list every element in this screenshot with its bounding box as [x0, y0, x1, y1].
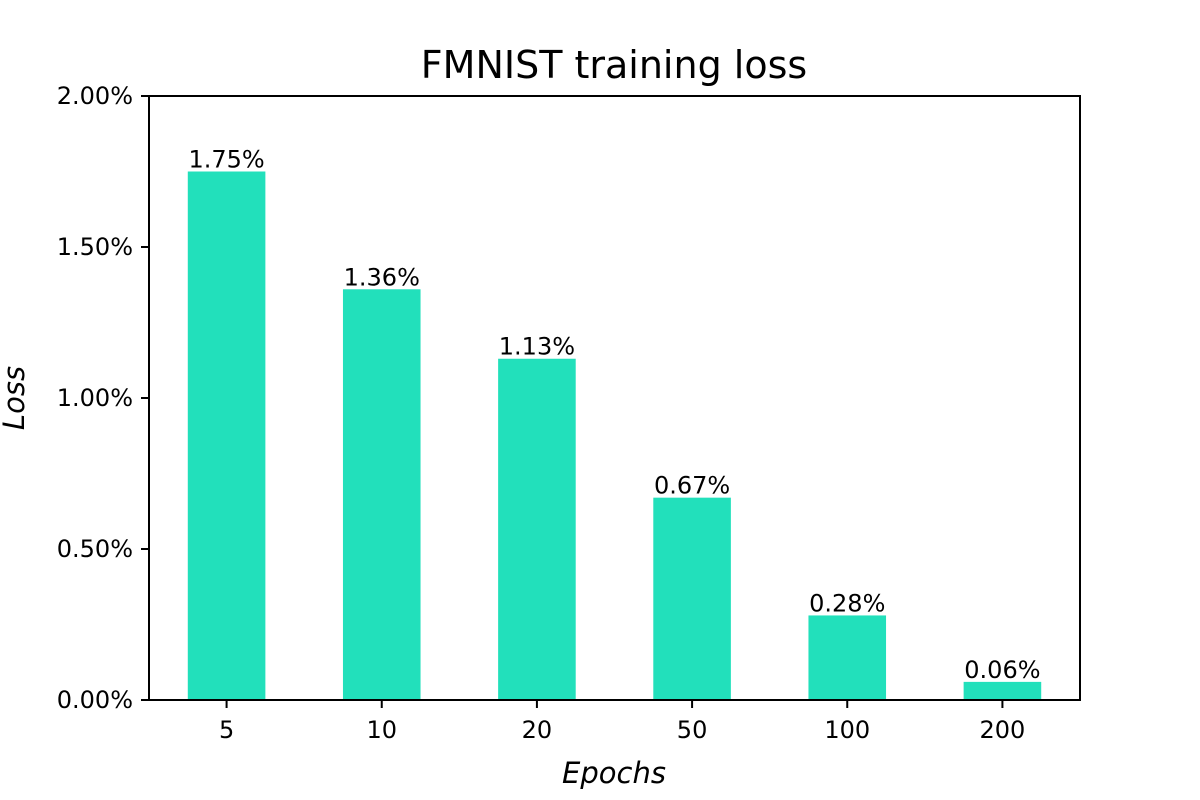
y-tick-label-0: 0.00%: [57, 686, 133, 714]
plot-frame: [148, 95, 1081, 701]
chart-title: FMNIST training loss: [421, 43, 807, 87]
bar-100: [808, 615, 887, 700]
x-axis-label: Epochs: [562, 756, 666, 790]
data-label-200: 0.06%: [964, 656, 1040, 684]
data-label-10: 1.36%: [344, 263, 420, 291]
y-tick-label-4: 2.00%: [57, 82, 133, 110]
y-axis-label: Loss: [0, 366, 31, 430]
x-tick-label-200: 200: [980, 716, 1026, 744]
y-tick-label-3: 1.50%: [57, 233, 133, 261]
data-label-5: 1.75%: [188, 146, 264, 174]
bar-10: [342, 289, 421, 700]
x-tick-label-10: 10: [366, 716, 397, 744]
x-axis: 5 10 20 50 100 200: [219, 700, 1025, 744]
data-label-50: 0.67%: [654, 472, 730, 500]
y-tick-label-2: 1.00%: [57, 384, 133, 412]
x-tick-label-50: 50: [677, 716, 708, 744]
bar-5: [187, 171, 266, 700]
data-label-100: 0.28%: [809, 589, 885, 617]
x-tick-label-20: 20: [522, 716, 553, 744]
y-tick-label-1: 0.50%: [57, 535, 133, 563]
data-label-20: 1.13%: [499, 333, 575, 361]
bars-group: [187, 171, 1042, 700]
bar-200: [963, 681, 1042, 700]
bar-20: [498, 358, 576, 700]
x-tick-label-100: 100: [824, 716, 870, 744]
bar-50: [653, 497, 731, 700]
y-axis: 0.00% 0.50% 1.00% 1.50% 2.00%: [57, 82, 149, 714]
data-labels-group: 1.75% 1.36% 1.13% 0.67% 0.28% 0.06%: [188, 146, 1040, 684]
x-tick-label-5: 5: [219, 716, 234, 744]
